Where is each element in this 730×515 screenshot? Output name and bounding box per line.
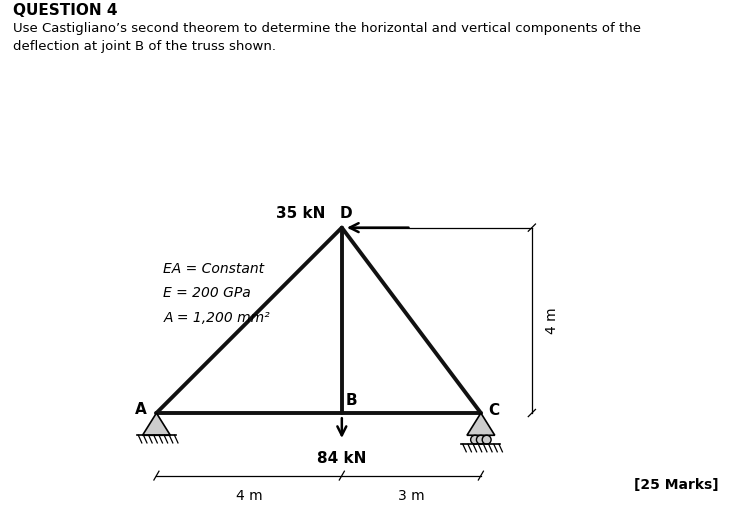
Text: E = 200 GPa: E = 200 GPa (164, 286, 251, 300)
Text: D: D (339, 205, 352, 220)
Text: B: B (345, 393, 357, 408)
Text: 4 m: 4 m (545, 307, 559, 334)
Text: 35 kN: 35 kN (276, 206, 326, 221)
Text: deflection at joint B of the truss shown.: deflection at joint B of the truss shown… (13, 40, 276, 53)
Circle shape (483, 435, 491, 444)
Text: EA = Constant: EA = Constant (164, 262, 264, 277)
Circle shape (471, 435, 480, 444)
Text: Use Castigliano’s second theorem to determine the horizontal and vertical compon: Use Castigliano’s second theorem to dete… (13, 22, 641, 35)
Text: A: A (134, 402, 146, 417)
Text: [25 Marks]: [25 Marks] (634, 478, 719, 492)
Polygon shape (142, 413, 170, 435)
Text: 84 kN: 84 kN (317, 451, 366, 466)
Circle shape (477, 435, 485, 444)
Text: C: C (488, 403, 499, 418)
Text: 3 m: 3 m (398, 489, 425, 503)
Polygon shape (467, 413, 495, 435)
Text: 4 m: 4 m (236, 489, 263, 503)
Text: A = 1,200 mm²: A = 1,200 mm² (164, 311, 270, 324)
Text: QUESTION 4: QUESTION 4 (13, 3, 118, 18)
